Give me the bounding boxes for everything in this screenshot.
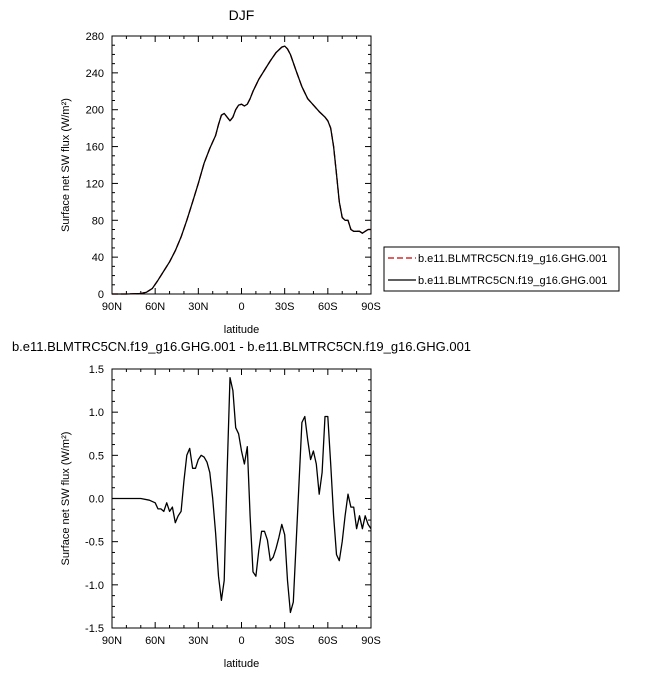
legend-label-1: b.e11.BLMTRC5CN.f19_g16.GHG.001	[418, 275, 607, 287]
series-line-1	[112, 45, 371, 295]
x-axis-title: latitude	[224, 658, 259, 670]
x-tick-label: 60S	[318, 635, 338, 647]
y-tick-label: -1.0	[85, 580, 104, 592]
x-tick-label: 0	[238, 301, 244, 313]
x-tick-label: 90S	[361, 635, 381, 647]
y-tick-label: 160	[86, 142, 104, 154]
y-tick-label: 80	[92, 215, 104, 227]
x-tick-label: 90S	[361, 301, 381, 313]
x-tick-label: 90N	[102, 301, 122, 313]
legend-label-0: b.e11.BLMTRC5CN.f19_g16.GHG.001	[418, 253, 607, 265]
series-line-0	[112, 376, 372, 614]
y-tick-label: 280	[86, 31, 104, 43]
y-tick-label: 40	[92, 252, 104, 264]
y-tick-label: 200	[86, 105, 104, 117]
chart-title: DJF	[229, 7, 255, 23]
x-tick-label: 60N	[145, 301, 165, 313]
y-tick-label: 240	[86, 68, 104, 80]
plot-frame	[111, 35, 372, 295]
x-tick-label: 30N	[188, 635, 208, 647]
x-axis-title: latitude	[224, 324, 259, 336]
legend-box	[383, 246, 620, 292]
series-line-0	[112, 45, 371, 295]
y-tick-label: -1.5	[85, 623, 104, 635]
y-axis-title: Surface net SW flux (W/m²)	[60, 98, 72, 232]
x-tick-label: 90N	[102, 635, 122, 647]
y-tick-label: 0.0	[89, 494, 104, 506]
y-tick-label: -0.5	[85, 537, 104, 549]
x-tick-label: 60S	[318, 301, 338, 313]
x-tick-label: 0	[238, 635, 244, 647]
x-tick-label: 30S	[275, 635, 295, 647]
x-tick-label: 60N	[145, 635, 165, 647]
chart-title: b.e11.BLMTRC5CN.f19_g16.GHG.001 - b.e11.…	[12, 339, 471, 354]
difference-chart: b.e11.BLMTRC5CN.f19_g16.GHG.001 - b.e11.…	[12, 339, 471, 670]
x-tick-label: 30N	[188, 301, 208, 313]
y-tick-label: 0	[98, 289, 104, 301]
y-axis-title: Surface net SW flux (W/m²)	[60, 432, 72, 566]
y-tick-label: 1.5	[89, 364, 104, 376]
y-tick-label: 120	[86, 178, 104, 190]
y-tick-label: 1.0	[89, 407, 104, 419]
y-tick-label: 0.5	[89, 450, 104, 462]
top-chart: DJF 90N 60N 30N 0 30S 60S 90S 0 40 80 120 160 200 240 2…	[60, 7, 620, 336]
x-tick-label: 30S	[275, 301, 295, 313]
